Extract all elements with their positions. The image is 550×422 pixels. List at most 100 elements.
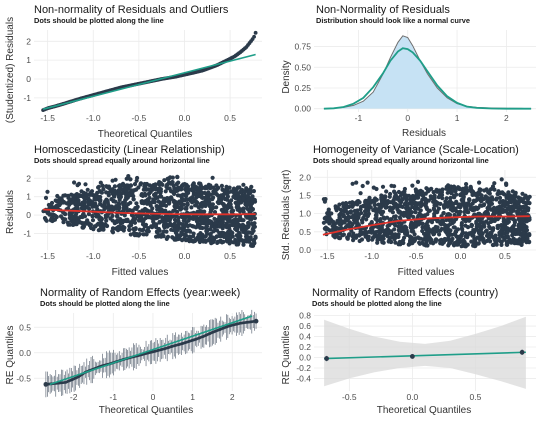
residual-point: [354, 234, 359, 239]
residual-point: [428, 240, 433, 245]
residual-point: [381, 236, 386, 241]
y-tick-label: 0.8: [299, 311, 311, 321]
residual-point: [199, 232, 204, 237]
residual-point: [120, 226, 125, 231]
x-tick-label: -2: [70, 392, 78, 402]
residual-point: [403, 201, 408, 206]
residual-point: [168, 222, 173, 227]
residual-point: [337, 231, 342, 236]
residual-point: [81, 221, 86, 226]
residual-point: [112, 188, 118, 193]
residual-point: [400, 204, 405, 209]
residual-point: [418, 236, 423, 241]
residual-point: [112, 184, 117, 189]
outlier-point: [402, 186, 407, 192]
residual-point: [162, 196, 167, 201]
residual-point: [108, 188, 113, 193]
residual-point: [494, 196, 499, 201]
residual-point: [158, 181, 164, 186]
residual-point: [412, 232, 417, 237]
grid-and-ticks: -1.5 -1.0 -0.5 0.0 0.5 -1 0 1 2: [23, 30, 262, 123]
residual-point: [209, 236, 214, 241]
residual-point: [230, 223, 235, 228]
residual-point: [144, 181, 149, 187]
residual-point: [245, 194, 250, 199]
residual-point: [495, 223, 500, 229]
residual-point: [217, 214, 222, 219]
residual-point: [165, 218, 170, 223]
residual-point: [469, 224, 474, 229]
residual-point: [416, 206, 421, 211]
residual-point: [212, 221, 217, 226]
x-axis-label: Theoretical Quantiles: [99, 405, 194, 416]
y-tick-label: -0.2: [296, 363, 311, 373]
residual-point: [426, 227, 431, 232]
residual-point: [205, 228, 210, 233]
residual-point: [461, 201, 466, 206]
residual-point: [49, 200, 55, 206]
panel-subtitle: Dots should spread equally around horizo…: [34, 156, 210, 165]
residual-point: [456, 236, 461, 241]
residual-point: [132, 182, 138, 187]
residual-point: [460, 227, 465, 232]
residual-point: [339, 225, 344, 230]
residual-point: [507, 211, 513, 216]
panel-subtitle: Dots should spread equally around horizo…: [313, 156, 489, 165]
residual-point: [127, 227, 132, 232]
residual-point: [481, 236, 486, 241]
residual-point: [252, 224, 257, 229]
y-tick-label: 2.0: [299, 172, 311, 182]
residual-point: [497, 195, 503, 200]
residual-point: [221, 239, 226, 244]
residual-point: [106, 190, 111, 196]
residual-point: [432, 193, 437, 198]
residual-point: [128, 232, 133, 237]
residual-point: [343, 218, 348, 223]
residual-point: [155, 204, 160, 209]
residual-point: [491, 226, 496, 231]
panel-title: Non-Normality of Residuals: [316, 4, 450, 16]
residual-point: [135, 204, 140, 209]
residual-point: [212, 210, 218, 215]
residual-point: [385, 224, 390, 229]
residual-point: [499, 207, 504, 212]
residual-point: [326, 207, 331, 212]
residual-point: [252, 241, 257, 246]
residual-point: [124, 218, 129, 223]
residual-point: [321, 220, 326, 225]
residual-point: [335, 226, 340, 231]
residual-point: [355, 216, 360, 221]
residual-point: [150, 206, 155, 211]
y-tick-label: 0.00: [294, 104, 311, 114]
outlier-point: [477, 180, 482, 185]
residual-point: [501, 216, 506, 221]
residual-points: [321, 177, 532, 249]
y-tick-label: -0.4: [296, 373, 311, 383]
x-tick-label: 0.5: [499, 251, 511, 261]
residual-point: [174, 230, 179, 235]
panel-title: Homogeneity of Variance (Scale-Location): [313, 144, 519, 156]
outlier-point: [354, 180, 359, 185]
residual-point: [373, 209, 379, 214]
residual-point: [346, 233, 351, 238]
residual-point: [235, 202, 240, 208]
residual-point: [225, 197, 230, 202]
residual-point: [453, 229, 458, 234]
residual-point: [524, 205, 530, 210]
residual-point: [372, 233, 377, 238]
residual-point: [413, 210, 418, 215]
residual-point: [196, 189, 201, 195]
residual-point: [170, 235, 175, 240]
residual-point: [251, 189, 256, 194]
residual-point: [176, 215, 181, 220]
residual-point: [90, 200, 95, 205]
outlier-point: [490, 184, 496, 189]
residual-point: [185, 201, 190, 206]
residual-point: [391, 214, 397, 219]
x-tick-label: -1: [355, 113, 363, 123]
residual-point: [458, 202, 463, 207]
residual-point: [115, 213, 120, 218]
residual-point: [128, 200, 133, 205]
residual-point: [369, 220, 374, 225]
residual-point: [181, 202, 186, 207]
